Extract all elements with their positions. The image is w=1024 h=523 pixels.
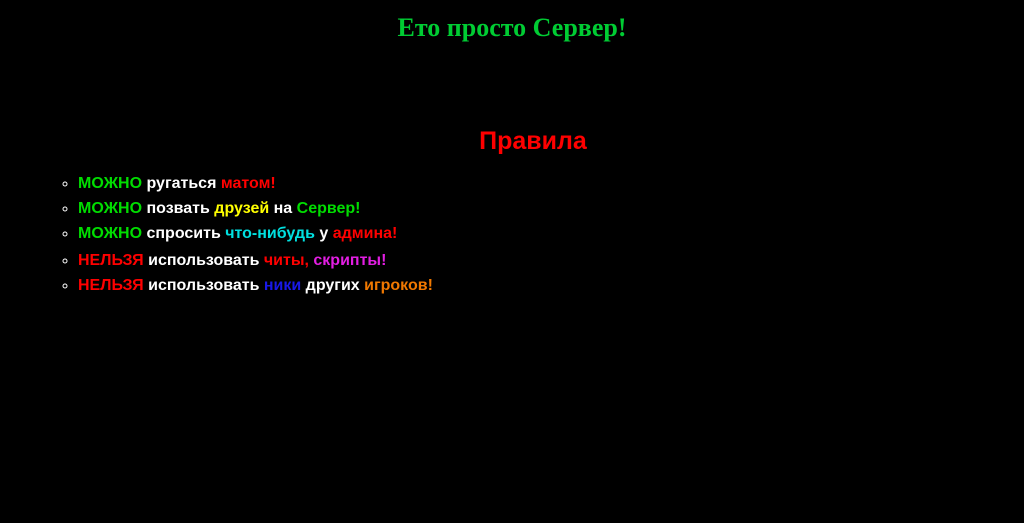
- rule-highlight: админа!: [332, 224, 398, 242]
- rules-heading: Правила: [479, 126, 587, 155]
- rule-highlight: Сервер!: [296, 199, 361, 217]
- rule-keyword: МОЖНО: [78, 199, 143, 217]
- rule-highlight: друзей: [214, 199, 270, 217]
- rule-item-forbidden-1: НЕЛЬЗЯ использовать читы, скрипты!: [78, 251, 1024, 270]
- rule-segment: других: [301, 276, 365, 294]
- rule-keyword: НЕЛЬЗЯ: [78, 251, 144, 269]
- rule-keyword: МОЖНО: [78, 174, 143, 192]
- rule-segment: позвать: [142, 199, 215, 217]
- rule-keyword: МОЖНО: [78, 224, 143, 242]
- rule-highlight: читы,: [263, 251, 309, 269]
- rule-highlight: игроков!: [364, 276, 433, 294]
- forbidden-rules-list: НЕЛЬЗЯ использовать читы, скрипты! НЕЛЬЗ…: [0, 251, 1024, 295]
- rule-item-allowed-2: МОЖНО позвать друзей на Сервер!: [78, 199, 1024, 218]
- page: Ето просто Сервер! Правила МОЖНО ругатьс…: [0, 13, 1024, 295]
- rule-segment: у: [314, 224, 333, 242]
- allowed-rules-list: МОЖНО ругаться матом! МОЖНО позвать друз…: [0, 174, 1024, 243]
- rule-item-allowed-1: МОЖНО ругаться матом!: [78, 174, 1024, 193]
- rule-highlight: матом!: [220, 174, 276, 192]
- rule-highlight: что-нибудь: [225, 224, 315, 242]
- rule-highlight: ники: [263, 276, 302, 294]
- rule-segment: использовать: [143, 251, 264, 269]
- rule-segment: на: [269, 199, 297, 217]
- rule-item-allowed-3: МОЖНО спросить что-нибудь у админа!: [78, 224, 1024, 243]
- rule-highlight: скрипты!: [308, 251, 387, 269]
- page-title: Ето просто Сервер!: [397, 13, 627, 42]
- rule-segment: ругаться: [142, 174, 221, 192]
- rule-segment: спросить: [142, 224, 226, 242]
- rule-segment: использовать: [143, 276, 264, 294]
- rule-keyword: НЕЛЬЗЯ: [78, 276, 144, 294]
- rule-item-forbidden-2: НЕЛЬЗЯ использовать ники других игроков!: [78, 276, 1024, 295]
